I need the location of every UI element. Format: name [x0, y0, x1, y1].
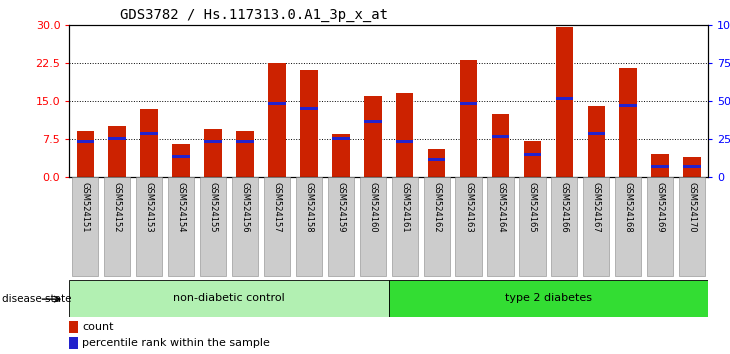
Bar [69, 321, 79, 333]
Bar [140, 108, 158, 177]
Bar [492, 135, 510, 138]
Bar [588, 132, 605, 135]
FancyBboxPatch shape [647, 177, 673, 276]
FancyBboxPatch shape [72, 177, 99, 276]
FancyBboxPatch shape [264, 177, 290, 276]
FancyBboxPatch shape [456, 177, 482, 276]
FancyBboxPatch shape [423, 177, 450, 276]
FancyBboxPatch shape [679, 177, 705, 276]
Text: GDS3782 / Hs.117313.0.A1_3p_x_at: GDS3782 / Hs.117313.0.A1_3p_x_at [120, 8, 388, 22]
Bar [428, 158, 445, 161]
Bar [523, 142, 541, 177]
Bar [204, 140, 222, 143]
FancyBboxPatch shape [391, 177, 418, 276]
Bar [77, 140, 94, 143]
Bar [364, 120, 382, 123]
Text: GSM524168: GSM524168 [623, 182, 633, 233]
Text: type 2 diabetes: type 2 diabetes [505, 293, 592, 303]
Bar [300, 70, 318, 177]
FancyBboxPatch shape [104, 177, 131, 276]
Text: percentile rank within the sample: percentile rank within the sample [82, 338, 270, 348]
Bar [620, 104, 637, 108]
FancyBboxPatch shape [69, 280, 389, 317]
Text: GSM524162: GSM524162 [432, 182, 441, 233]
FancyBboxPatch shape [519, 177, 545, 276]
Text: GSM524166: GSM524166 [560, 182, 569, 233]
FancyBboxPatch shape [200, 177, 226, 276]
Bar [69, 337, 79, 349]
Text: non-diabetic control: non-diabetic control [173, 293, 285, 303]
Bar [396, 140, 413, 143]
FancyBboxPatch shape [328, 177, 354, 276]
FancyBboxPatch shape [615, 177, 642, 276]
FancyBboxPatch shape [488, 177, 514, 276]
Bar [237, 131, 254, 177]
Bar [556, 27, 573, 177]
Bar [268, 102, 285, 105]
Text: GSM524151: GSM524151 [81, 182, 90, 233]
Text: GSM524158: GSM524158 [304, 182, 313, 233]
Text: GSM524164: GSM524164 [496, 182, 505, 233]
FancyBboxPatch shape [360, 177, 386, 276]
Bar [683, 157, 701, 177]
Bar [109, 126, 126, 177]
Bar [460, 102, 477, 105]
Bar [332, 137, 350, 141]
Bar [588, 106, 605, 177]
FancyBboxPatch shape [583, 177, 610, 276]
FancyBboxPatch shape [389, 280, 708, 317]
Bar [332, 134, 350, 177]
Bar [364, 96, 382, 177]
Text: GSM524163: GSM524163 [464, 182, 473, 233]
Text: GSM524154: GSM524154 [177, 182, 185, 233]
Bar [396, 93, 413, 177]
Text: GSM524160: GSM524160 [368, 182, 377, 233]
Text: GSM524157: GSM524157 [272, 182, 282, 233]
FancyBboxPatch shape [168, 177, 194, 276]
Bar [172, 144, 190, 177]
Bar [300, 107, 318, 110]
Bar [651, 154, 669, 177]
Text: GSM524155: GSM524155 [209, 182, 218, 233]
Text: GSM524156: GSM524156 [240, 182, 250, 233]
Bar [237, 140, 254, 143]
Bar [109, 137, 126, 141]
Bar [140, 132, 158, 135]
Bar [428, 149, 445, 177]
FancyBboxPatch shape [551, 177, 577, 276]
Text: GSM524153: GSM524153 [145, 182, 154, 233]
FancyBboxPatch shape [296, 177, 322, 276]
FancyBboxPatch shape [136, 177, 162, 276]
Bar [620, 68, 637, 177]
Bar [683, 165, 701, 169]
Bar [204, 129, 222, 177]
Bar [172, 155, 190, 158]
Text: GSM524167: GSM524167 [592, 182, 601, 233]
Bar [77, 131, 94, 177]
Text: GSM524159: GSM524159 [337, 182, 345, 233]
Bar [651, 165, 669, 169]
Text: GSM524170: GSM524170 [688, 182, 696, 233]
FancyBboxPatch shape [232, 177, 258, 276]
Text: disease state: disease state [2, 294, 72, 304]
Bar [492, 114, 510, 177]
Bar [556, 97, 573, 100]
Text: GSM524169: GSM524169 [656, 182, 665, 233]
Text: GSM524165: GSM524165 [528, 182, 537, 233]
Bar [460, 60, 477, 177]
Text: GSM524161: GSM524161 [400, 182, 410, 233]
Text: GSM524152: GSM524152 [112, 182, 122, 233]
Bar [268, 63, 285, 177]
Text: count: count [82, 322, 114, 332]
Bar [523, 153, 541, 156]
